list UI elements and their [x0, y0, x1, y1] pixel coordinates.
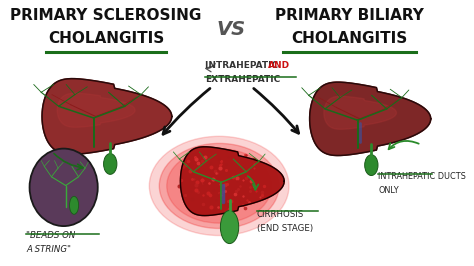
Text: CHOLANGITIS: CHOLANGITIS: [48, 31, 164, 46]
Ellipse shape: [104, 153, 117, 174]
Ellipse shape: [365, 155, 378, 176]
Polygon shape: [57, 93, 135, 127]
Text: CIRRHOSIS: CIRRHOSIS: [256, 210, 304, 219]
Text: ONLY: ONLY: [378, 186, 399, 195]
Ellipse shape: [149, 136, 289, 235]
Text: EXTRAHEPATIC: EXTRAHEPATIC: [205, 75, 280, 84]
Text: PRIMARY SCLEROSING: PRIMARY SCLEROSING: [10, 8, 202, 23]
Polygon shape: [310, 82, 431, 156]
Text: PRIMARY BILIARY: PRIMARY BILIARY: [275, 8, 424, 23]
Polygon shape: [42, 79, 172, 154]
Text: CHOLANGITIS: CHOLANGITIS: [291, 31, 408, 46]
Circle shape: [29, 149, 98, 226]
Polygon shape: [181, 147, 284, 216]
Text: (END STAGE): (END STAGE): [256, 224, 313, 233]
Text: AND: AND: [268, 61, 291, 70]
Text: INTRAHEPATIC DUCTS: INTRAHEPATIC DUCTS: [378, 172, 466, 181]
Text: "BEADS ON: "BEADS ON: [26, 231, 76, 240]
Ellipse shape: [220, 210, 239, 244]
Ellipse shape: [167, 149, 272, 223]
Text: VS: VS: [216, 20, 246, 39]
Ellipse shape: [159, 143, 279, 228]
Text: INTRAHEPATIC: INTRAHEPATIC: [205, 61, 281, 70]
Text: A STRING": A STRING": [26, 246, 71, 255]
Ellipse shape: [70, 196, 79, 214]
Polygon shape: [324, 96, 396, 129]
